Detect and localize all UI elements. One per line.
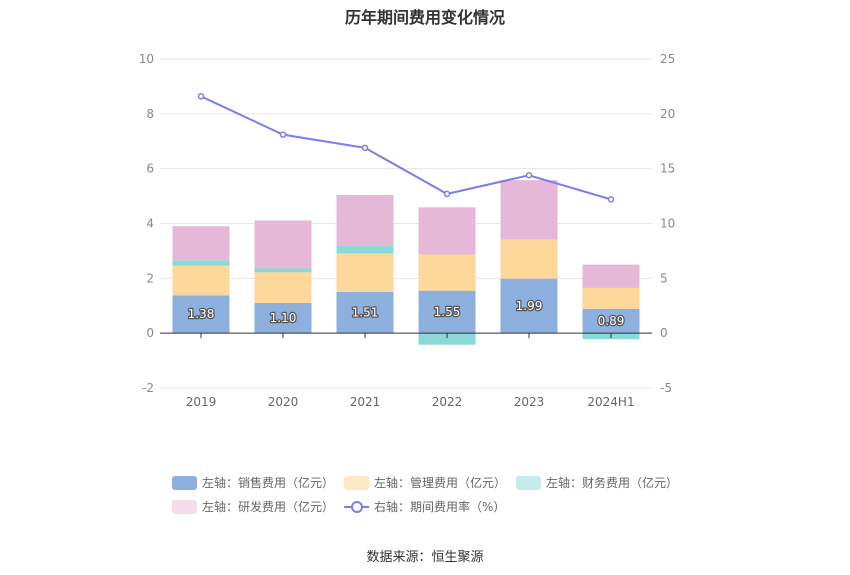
bar-finance xyxy=(418,333,476,345)
bar-sales xyxy=(336,291,394,334)
data-source: 数据来源：恒生聚源 xyxy=(366,550,484,565)
bar-sales xyxy=(254,303,312,334)
bar-rd xyxy=(418,207,476,255)
bar-rd xyxy=(500,180,558,240)
right-axis-tick-label: 25 xyxy=(660,52,675,66)
legend-label-rd: 左轴：研发费用（亿元） xyxy=(202,500,335,514)
rate-point xyxy=(361,144,369,152)
bar-finance xyxy=(172,260,230,266)
legend-swatch-rate xyxy=(344,500,369,514)
left-axis-tick-label: 4 xyxy=(146,217,154,231)
x-axis-tick-label: 2023 xyxy=(514,395,545,409)
bar-value-label: 1.38 xyxy=(188,307,215,321)
axes: -2 0 2 4 6 8 10 -5 0 5 10 15 20 25 2019 2020 2021 2022 202… xyxy=(139,52,676,409)
bar-rd xyxy=(172,226,230,261)
bar-sales xyxy=(418,290,476,334)
chart-title: 历年期间费用变化情况 xyxy=(344,8,505,27)
left-axis-tick-label: -2 xyxy=(142,381,154,395)
x-axis-tick-label: 2021 xyxy=(350,395,381,409)
bar-finance xyxy=(254,268,312,273)
right-axis-tick-label: 10 xyxy=(660,217,675,231)
legend-swatch-mgmt xyxy=(344,475,369,490)
rate-point xyxy=(607,196,615,203)
bar-rd xyxy=(336,194,394,246)
legend-label-finance: 左轴：财务费用（亿元） xyxy=(546,476,679,490)
bars xyxy=(172,180,640,345)
rate-point xyxy=(525,171,533,179)
grid-lines xyxy=(160,58,652,389)
bar-value-label: 1.51 xyxy=(352,305,379,319)
bar-finance xyxy=(500,239,558,240)
bar-rd xyxy=(582,264,640,288)
rate-point xyxy=(279,131,287,138)
data-labels: 1.38 1.10 1.51 1.55 1.99 0.89 xyxy=(186,298,625,330)
legend-label-rate: 右轴：期间费用率（%） xyxy=(374,500,506,514)
legend-swatch-finance xyxy=(516,475,541,490)
bar-sales xyxy=(172,295,230,334)
bar-mgmt xyxy=(336,253,394,292)
legend-item-sales[interactable]: 左轴：销售费用（亿元） xyxy=(172,474,334,491)
left-axis-tick-label: 8 xyxy=(146,107,154,121)
bar-mgmt xyxy=(254,272,312,304)
bar-mgmt xyxy=(500,239,558,279)
x-axis-tick-label: 2020 xyxy=(268,395,299,409)
bar-value-label: 1.99 xyxy=(516,299,543,313)
rate-point xyxy=(443,190,451,198)
legend-item-rd[interactable]: 左轴：研发费用（亿元） xyxy=(172,498,334,515)
bar-mgmt xyxy=(172,265,230,296)
legend-swatch-sales xyxy=(172,475,197,490)
legend-label-mgmt: 左轴：管理费用（亿元） xyxy=(374,476,507,490)
left-axis-tick-label: 2 xyxy=(146,271,154,285)
bar-value-label: 1.10 xyxy=(270,311,297,325)
right-axis-tick-label: 15 xyxy=(660,162,675,176)
bar-sales xyxy=(582,308,640,334)
bar-rd xyxy=(254,220,312,269)
bar-sales xyxy=(500,278,558,334)
x-axis-tick-label: 2019 xyxy=(186,395,217,409)
rate-line-path xyxy=(200,95,612,201)
left-axis-tick-label: 0 xyxy=(146,326,154,340)
bar-value-label: 0.89 xyxy=(598,314,625,328)
rate-line xyxy=(197,93,615,203)
rate-point xyxy=(197,93,205,100)
x-axis-tick-label: 2024H1 xyxy=(587,395,634,409)
bar-mgmt xyxy=(418,254,476,291)
legend-item-rate[interactable]: 右轴：期间费用率（%） xyxy=(344,498,505,515)
x-axis-tick-label: 2022 xyxy=(432,395,463,409)
bar-mgmt xyxy=(582,287,640,309)
left-axis-tick-label: 6 xyxy=(146,162,154,176)
legend-item-mgmt[interactable]: 左轴：管理费用（亿元） xyxy=(344,474,506,491)
left-axis-tick-label: 10 xyxy=(139,52,154,66)
legend-label-sales: 左轴：销售费用（亿元） xyxy=(202,476,335,490)
legend-item-finance[interactable]: 左轴：财务费用（亿元） xyxy=(516,474,678,491)
bar-value-label: 1.55 xyxy=(434,305,461,319)
bar-finance xyxy=(336,245,394,254)
right-axis-tick-label: -5 xyxy=(660,381,672,395)
right-axis-tick-label: 20 xyxy=(660,107,675,121)
right-axis-tick-label: 5 xyxy=(660,271,668,285)
right-axis-tick-label: 0 xyxy=(660,326,668,340)
legend-swatch-rd xyxy=(172,499,197,514)
